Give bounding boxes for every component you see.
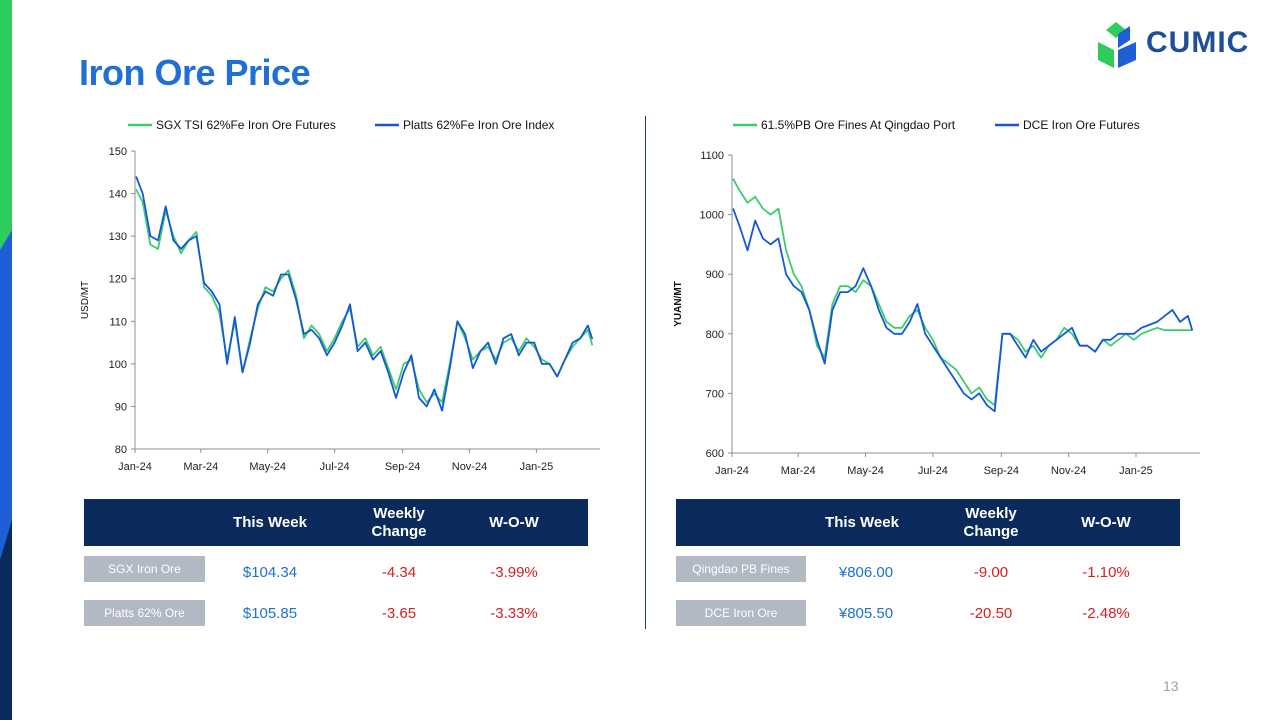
x-tick-label: Jan-24 (715, 465, 749, 477)
right-stats-table: This Week Weekly Change W-O-W Qingdao PB… (676, 499, 1180, 629)
x-tick-label: May-24 (249, 461, 286, 473)
platts-wow: -3.33% (490, 605, 538, 622)
y-tick-label: 140 (109, 189, 127, 201)
header-weekly-change: Weekly Change (963, 504, 1019, 540)
table-header: This Week Weekly Change W-O-W (84, 499, 588, 546)
series-line-blue (135, 176, 594, 412)
qingdao-this-week: ¥806.00 (838, 564, 894, 581)
y-tick-label: 120 (109, 274, 127, 286)
y-tick-label: 100 (109, 359, 127, 371)
y-tick-label: 150 (109, 146, 127, 158)
x-tick-label: Jan-24 (118, 461, 152, 473)
header-this-week: This Week (825, 513, 899, 531)
row-label-dce: DCE Iron Ore (676, 600, 806, 626)
legend-label: 61.5%PB Ore Fines At Qingdao Port (761, 118, 956, 132)
dce-this-week: ¥805.50 (838, 605, 894, 622)
qingdao-dce-chart-svg: 600 700 800 900 1000 1100 Jan-24 Mar-24 May-24 Ju… (673, 118, 1200, 477)
y-axis-label: YUAN/MT (673, 281, 684, 327)
y-tick-label: 90 (115, 401, 127, 413)
sgx-wow: -3.99% (490, 564, 538, 581)
x-tick-label: May-24 (847, 465, 884, 477)
legend-label: Platts 62%Fe Iron Ore Index (403, 118, 554, 132)
table-header: This Week Weekly Change W-O-W (676, 499, 1180, 546)
x-tick-label: Nov-24 (452, 461, 487, 473)
logo-text: CUMIC (1146, 26, 1250, 59)
sgx-platts-chart: 80 90 100 110 120 130 140 150 Jan-24 Mar-24 May-24… (70, 110, 615, 480)
qingdao-weekly-change: -9.00 (973, 564, 1009, 581)
dce-weekly-change: -20.50 (969, 605, 1013, 622)
x-tick-label: Mar-24 (781, 465, 816, 477)
row-label-sgx: SGX Iron Ore (84, 556, 205, 582)
x-tick-label: Sep-24 (385, 461, 420, 473)
x-tick-label: Jan-25 (1119, 465, 1153, 477)
qingdao-wow: -1.10% (1082, 564, 1130, 581)
x-tick-label: Jan-25 (520, 461, 554, 473)
y-tick-label: 1000 (700, 210, 724, 222)
x-tick-label: Jul-24 (320, 461, 350, 473)
series-line-green (135, 188, 594, 404)
legend-label: DCE Iron Ore Futures (1023, 118, 1140, 132)
y-axis-label: USD/MT (80, 281, 91, 319)
company-logo: CUMIC (1096, 20, 1256, 70)
header-weekly-change: Weekly Change (371, 504, 427, 540)
page-number: 13 (1163, 678, 1179, 694)
header-this-week: This Week (233, 513, 307, 531)
sgx-this-week: $104.34 (242, 564, 298, 581)
y-tick-label: 110 (109, 316, 127, 328)
series-line-blue (732, 208, 1194, 413)
sgx-weekly-change: -4.34 (381, 564, 417, 581)
legend-label: SGX TSI 62%Fe Iron Ore Futures (156, 118, 336, 132)
header-wow: W-O-W (489, 513, 539, 531)
logo-mark-icon (1098, 22, 1136, 68)
page-title: Iron Ore Price (79, 52, 311, 93)
header-wow: W-O-W (1081, 513, 1131, 531)
y-tick-label: 700 (706, 388, 724, 400)
qingdao-dce-chart: 600 700 800 900 1000 1100 Jan-24 Mar-24 May-24 Ju… (665, 110, 1220, 484)
left-stats-table: This Week Weekly Change W-O-W SGX Iron O… (84, 499, 588, 629)
y-tick-label: 900 (706, 269, 724, 281)
y-tick-label: 600 (706, 448, 724, 460)
platts-weekly-change: -3.65 (381, 605, 417, 622)
platts-this-week: $105.85 (242, 605, 298, 622)
section-divider (645, 116, 646, 629)
x-tick-label: Nov-24 (1051, 465, 1086, 477)
y-tick-label: 80 (115, 444, 127, 456)
y-tick-label: 130 (109, 231, 127, 243)
x-tick-label: Sep-24 (984, 465, 1019, 477)
row-label-platts: Platts 62% Ore (84, 600, 205, 626)
accent-bar (0, 0, 12, 720)
x-tick-label: Jul-24 (918, 465, 948, 477)
x-tick-label: Mar-24 (183, 461, 218, 473)
sgx-platts-chart-svg: 80 90 100 110 120 130 140 150 Jan-24 Mar-24 May-24… (80, 118, 600, 473)
dce-wow: -2.48% (1082, 605, 1130, 622)
y-tick-label: 800 (706, 329, 724, 341)
y-tick-label: 1100 (700, 150, 724, 162)
row-label-qingdao: Qingdao PB Fines (676, 556, 806, 582)
